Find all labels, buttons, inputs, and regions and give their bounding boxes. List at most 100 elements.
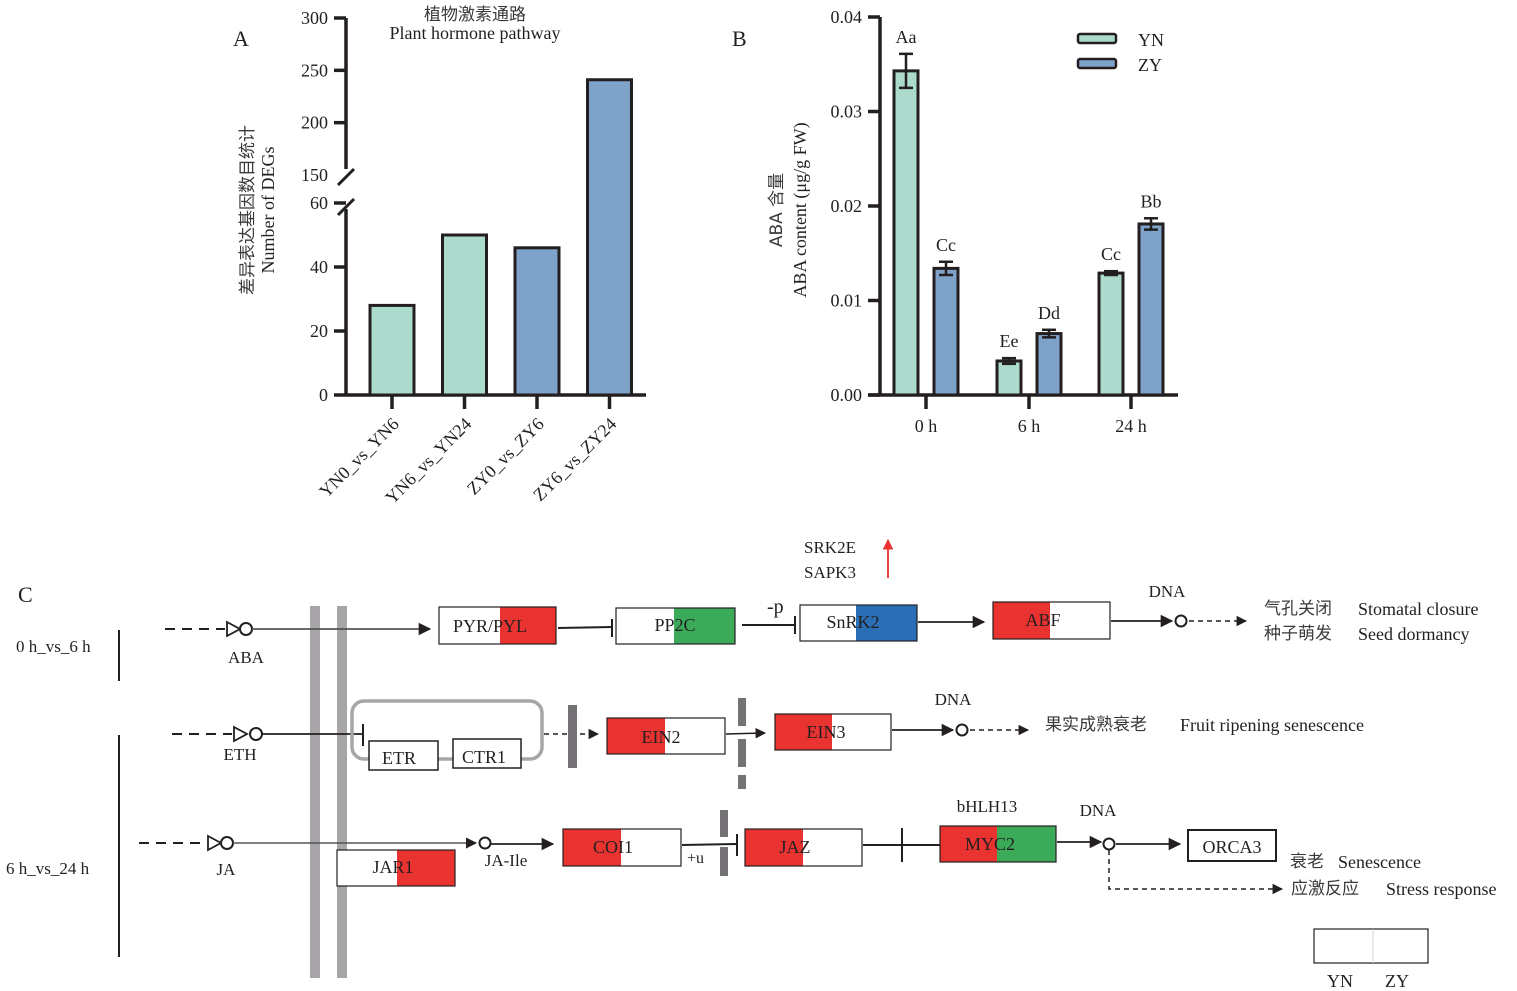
gene-label-pp2c: PP2C	[654, 615, 695, 635]
pathway-color-legend: YN ZY	[1313, 928, 1429, 991]
legend-swatch-zy	[1076, 57, 1118, 70]
comparison-label-bottom: 6 h_vs_24 h	[6, 859, 90, 878]
y-tick-label: 150	[301, 165, 328, 185]
x-tick-label: 0 h	[915, 416, 938, 436]
y-tick-label: 300	[301, 8, 328, 28]
nuclear-pore-upper	[738, 698, 746, 726]
gene-label-coi1: COI1	[593, 837, 633, 857]
outcome-cn-stomatal: 气孔关闭	[1264, 599, 1332, 619]
nuclear-pore-lower	[720, 847, 728, 876]
dna-node-icon	[955, 723, 969, 737]
gene-box-jar1: JAR1	[336, 849, 456, 887]
nuclear-pore-upper	[720, 810, 728, 837]
aba-open-arrow-icon	[226, 620, 242, 638]
axis-break-mark	[336, 167, 356, 187]
bar-yn0-vs-yn6	[368, 303, 416, 397]
bar-yn-6h	[995, 359, 1023, 397]
aba-ligand-label: ABA	[228, 648, 265, 667]
outcome-en-stress: Stress response	[1386, 879, 1497, 899]
receptor-label-etr: ETR	[382, 748, 416, 768]
comparison-label-top: 0 h_vs_6 h	[16, 637, 91, 656]
significance-label: Dd	[1038, 303, 1060, 323]
y-tick-label: 200	[301, 113, 328, 133]
bar-zy-6h	[1035, 332, 1063, 397]
outcome-en-senescence: Senescence	[1338, 852, 1421, 872]
panel-a-chart: A 植物激素通路 Plant hormone pathway 差异表达基因数目统…	[233, 5, 646, 508]
gene-box-abf: ABF	[992, 601, 1111, 640]
y-tick-label: 250	[301, 60, 328, 80]
chart-b-legend: YN ZY	[1076, 30, 1164, 75]
gene-box-ein3: EIN3	[774, 713, 892, 751]
dna-label-aba: DNA	[1149, 582, 1187, 601]
chart-a-title: 植物激素通路	[424, 5, 526, 25]
bar-zy-0h	[932, 266, 960, 397]
bar-zy0-vs-zy6	[513, 246, 561, 397]
dna-to-stress-dashed-arrow	[1108, 850, 1284, 895]
receptor-box-etr: ETR	[368, 740, 439, 771]
chart-b-ylabel: ABA content (μg/g FW)	[790, 122, 811, 297]
gene-box-jaz: JAZ	[744, 828, 863, 867]
legend-box	[1313, 928, 1429, 964]
eth-compound-icon	[249, 727, 263, 741]
outcome-cn-ripening: 果实成熟衰老	[1045, 714, 1147, 735]
pyr-inhibits-pp2c	[557, 626, 613, 629]
ja-ile-compound-icon	[478, 836, 492, 850]
dna-label-eth: DNA	[935, 690, 973, 709]
significance-label: Aa	[896, 27, 917, 47]
eth-pathway-row: ETH ETR CTR1 EIN2	[172, 690, 1364, 789]
gene-label-snrk2: SnRK2	[826, 612, 879, 632]
panel-b-chart: B ABA 含量 ABA content (μg/g FW) 0.00 0.01 0…	[732, 7, 1178, 436]
dna-label-ja: DNA	[1080, 801, 1118, 820]
y-tick-label: 0	[319, 385, 328, 405]
gene-label-jaz: JAZ	[780, 837, 811, 857]
panel-label-a: A	[233, 26, 249, 51]
gene-label-myc2: MYC2	[965, 834, 1015, 854]
ubiquitination-label: +u	[687, 850, 704, 867]
ja-open-arrow-icon	[207, 834, 223, 852]
x-tick-label: 24 h	[1115, 416, 1147, 436]
panel-label-c: C	[18, 582, 33, 607]
y-tick-label: 60	[310, 193, 328, 213]
ja-compound-icon	[220, 836, 234, 850]
nuclear-pore-middle	[738, 739, 746, 767]
bar-zy6-vs-zy24	[586, 78, 633, 397]
significance-label: Cc	[936, 235, 956, 255]
outcome-cn-senescence: 衰老	[1290, 852, 1324, 872]
gene-label-ein3: EIN3	[807, 722, 846, 742]
nuclear-membrane-bar	[568, 705, 577, 768]
ja-ile-label: JA-Ile	[485, 851, 527, 870]
gene-box-pyr-pyl: PYR/PYL	[438, 606, 557, 645]
ja-ligand-label: JA	[217, 860, 237, 879]
bar-yn-24h	[1097, 271, 1125, 397]
receptor-label-ctr1: CTR1	[462, 747, 506, 767]
y-tick-label: 0.04	[831, 7, 863, 27]
panel-label-b: B	[732, 26, 747, 51]
legend-label-yn: YN	[1138, 30, 1164, 50]
legend-label-zy: ZY	[1138, 55, 1162, 75]
annotation-gene-srk2e: SRK2E	[804, 538, 856, 557]
phosphorylation-label: -p	[767, 596, 784, 618]
outcome-en-seed: Seed dormancy	[1358, 624, 1469, 644]
significance-label: Ee	[1000, 331, 1019, 351]
y-tick-label: 0.02	[831, 196, 863, 216]
legend-swatch-yn	[1076, 32, 1118, 45]
gene-box-pp2c: PP2C	[615, 607, 736, 645]
aba-compound-icon	[239, 622, 253, 636]
membrane-inner	[337, 606, 347, 978]
dna-node-icon	[1174, 614, 1188, 628]
chart-a-subtitle: Plant hormone pathway	[390, 23, 561, 43]
x-tick-label: 6 h	[1018, 416, 1041, 436]
receptor-box-ctr1: CTR1	[452, 738, 522, 769]
gene-label-jar1: JAR1	[372, 857, 413, 877]
coi1-inhibits-jaz	[681, 843, 737, 846]
ja-pathway-row: JA JAR1 JA-Ile COI1 +u JAZ	[139, 797, 1497, 899]
gene-box-myc2: MYC2	[939, 825, 1057, 863]
chart-a-ylabel-cn: 差异表达基因数目统计	[238, 125, 258, 295]
outcome-cn-stress: 应激反应	[1291, 879, 1359, 899]
y-tick-label: 20	[310, 321, 328, 341]
eth-ligand-label: ETH	[223, 745, 256, 764]
eth-open-arrow-icon	[233, 725, 249, 743]
legend-label-zy-box: ZY	[1385, 971, 1409, 991]
axis-break-mark	[336, 197, 356, 217]
legend-label-yn-box: YN	[1327, 971, 1353, 991]
